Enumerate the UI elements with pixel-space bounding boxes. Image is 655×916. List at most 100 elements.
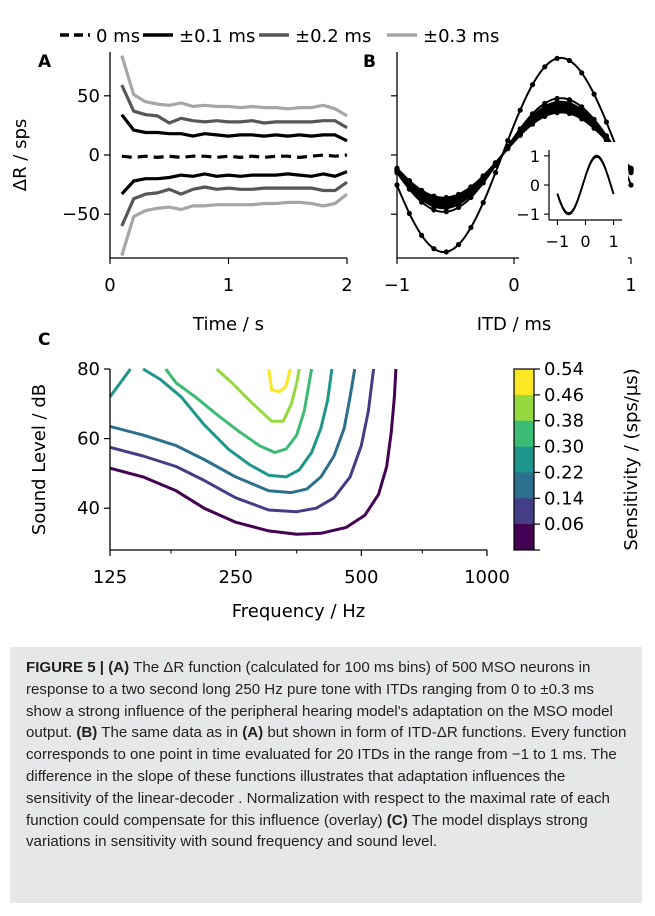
colorbar-swatch bbox=[514, 420, 534, 448]
itd-point bbox=[566, 57, 573, 64]
axis-label-c-y: Sound Level / dB bbox=[29, 384, 50, 535]
contour-line bbox=[215, 367, 301, 423]
tick-label-c-x: 500 bbox=[344, 567, 378, 588]
inset-curve bbox=[556, 154, 615, 216]
colorbar-swatch bbox=[514, 394, 534, 422]
caption-text-b1: The same data as in bbox=[97, 724, 243, 742]
series-line bbox=[120, 84, 348, 130]
colorbar-swatch bbox=[514, 524, 534, 551]
tick-label-c-x: 1000 bbox=[464, 567, 510, 588]
panel-a: 0 1 2 50 0 −50 Time / s ΔR / sps bbox=[10, 52, 353, 335]
inset-tick-label-x: 0 bbox=[580, 232, 590, 251]
series-line bbox=[120, 55, 348, 118]
itd-point bbox=[492, 170, 499, 176]
itd-point bbox=[468, 224, 474, 231]
itd-point bbox=[394, 182, 400, 188]
axis-label-a-x: Time / s bbox=[192, 314, 264, 335]
itd-point bbox=[419, 187, 425, 193]
itd-point bbox=[529, 82, 536, 88]
tick-label-b-x: −1 bbox=[384, 275, 411, 296]
legend-label: ±0.1 ms bbox=[179, 26, 255, 47]
colorbar-frame bbox=[513, 368, 535, 551]
legend-label: ±0.3 ms bbox=[423, 26, 499, 47]
tick-label-a-y: 50 bbox=[77, 86, 100, 107]
panel-label-a: A bbox=[38, 52, 52, 72]
series-line bbox=[120, 180, 348, 227]
itd-point bbox=[492, 160, 499, 166]
itd-point bbox=[603, 137, 610, 144]
itd-point bbox=[406, 178, 412, 184]
itd-point bbox=[591, 91, 597, 97]
caption-ref-b-a: (A) bbox=[242, 724, 264, 742]
colorbar-tick-label: 0.54 bbox=[544, 359, 584, 380]
legend-label: 0 ms bbox=[96, 26, 140, 47]
tick-label-a-x: 0 bbox=[104, 275, 115, 296]
itd-point bbox=[456, 241, 462, 248]
legend: 0 ms ±0.1 ms ±0.2 ms ±0.3 ms bbox=[60, 26, 499, 47]
itd-point bbox=[603, 119, 610, 125]
itd-point bbox=[579, 116, 585, 122]
itd-point bbox=[554, 110, 560, 116]
colorbar-swatch bbox=[514, 446, 534, 473]
axis-label-b-x: ITD / ms bbox=[477, 314, 552, 335]
inset-tick-label-y: −1 bbox=[516, 205, 540, 224]
itd-point bbox=[542, 113, 548, 119]
caption-text-a: The ΔR function (calculated for 100 ms b… bbox=[26, 659, 613, 742]
tick-label-c-y: 40 bbox=[77, 498, 100, 519]
tick-label-c-x: 125 bbox=[93, 567, 127, 588]
series-line bbox=[120, 192, 348, 257]
axis-label-c-x: Frequency / Hz bbox=[232, 601, 365, 622]
itd-point bbox=[394, 165, 400, 171]
colorbar-tick-label: 0.46 bbox=[544, 385, 584, 406]
colorbar-tick-label: 0.22 bbox=[544, 462, 584, 483]
inset-background bbox=[519, 142, 628, 264]
series-line bbox=[120, 170, 348, 196]
itd-point bbox=[480, 200, 486, 206]
itd-point bbox=[443, 194, 449, 201]
colorbar-tick-label: 0.14 bbox=[544, 488, 584, 509]
tick-label-c-y: 60 bbox=[77, 429, 100, 450]
colorbar-swatch bbox=[514, 472, 534, 499]
colorbar-label: Sensitivity / (sps/µs) bbox=[621, 368, 642, 550]
colorbar: 0.54 0.46 0.38 0.30 0.22 0.14 0.06 Sensitivity … bbox=[513, 359, 642, 551]
contour-line bbox=[267, 368, 292, 394]
tick-label-a-y: −50 bbox=[62, 204, 100, 225]
caption-ref-a: (A) bbox=[108, 659, 130, 676]
contour-line bbox=[109, 368, 376, 514]
contour-line bbox=[142, 367, 334, 479]
series-line bbox=[120, 113, 348, 143]
caption-ref-b: (B) bbox=[76, 724, 98, 742]
colorbar-tick-label: 0.06 bbox=[544, 514, 584, 535]
itd-point bbox=[431, 193, 437, 199]
caption-ref-c: (C) bbox=[386, 811, 408, 829]
tick-label-c-y: 80 bbox=[77, 359, 100, 380]
tick-label-c-x: 250 bbox=[218, 567, 252, 588]
panel-c: 125 250 500 1000 80 60 40 Frequency / Hz Sound L… bbox=[29, 359, 510, 622]
itd-point bbox=[628, 165, 634, 171]
contour-line bbox=[109, 368, 398, 536]
caption-text-c: The model displays strong variations in … bbox=[26, 811, 588, 851]
itd-point bbox=[505, 138, 511, 144]
itd-point bbox=[443, 249, 449, 255]
itd-point bbox=[579, 70, 585, 76]
itd-point bbox=[419, 232, 425, 238]
contour-line bbox=[109, 368, 357, 495]
tick-label-b-x: 0 bbox=[508, 275, 519, 296]
itd-point bbox=[505, 146, 511, 152]
caption-label: FIGURE 5 | bbox=[26, 659, 105, 676]
legend-label: ±0.2 ms bbox=[295, 26, 371, 47]
tick-label-b-x: 1 bbox=[625, 275, 636, 296]
itd-point bbox=[529, 121, 536, 127]
inset-tick-label-y: 0 bbox=[530, 176, 540, 195]
inset-tick-label-y: 1 bbox=[530, 147, 540, 166]
tick-label-a-x: 1 bbox=[223, 275, 234, 296]
itd-point bbox=[517, 107, 523, 113]
itd-point bbox=[480, 173, 486, 179]
caption-text-b2: but shown in form of ITD-ΔR functions. E… bbox=[26, 724, 627, 829]
itd-point bbox=[554, 55, 560, 62]
colorbar-swatch bbox=[514, 498, 534, 525]
itd-point bbox=[468, 184, 474, 190]
itd-point bbox=[431, 246, 437, 252]
colorbar-swatch bbox=[514, 369, 534, 396]
